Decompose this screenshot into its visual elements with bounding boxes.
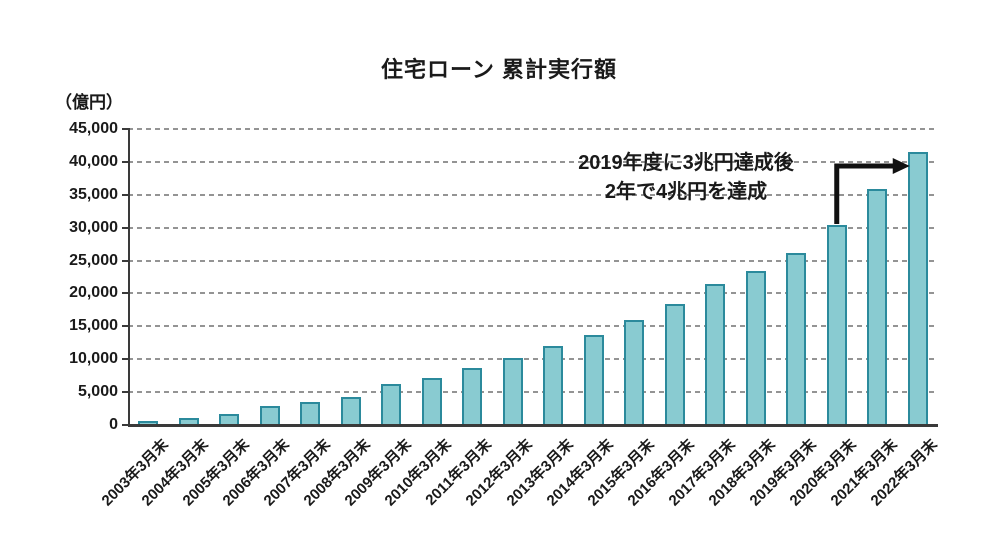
gridline	[128, 358, 938, 361]
y-tick-label: 40,000	[69, 152, 118, 170]
x-axis-line	[128, 424, 938, 427]
y-tick-mark	[122, 424, 128, 426]
gridline	[128, 259, 938, 262]
bar	[907, 152, 928, 425]
y-tick-mark	[122, 391, 128, 394]
bar	[664, 303, 685, 425]
gridline	[128, 325, 938, 328]
annotation-line-1: 2019年度に3兆円達成後	[578, 152, 794, 174]
gridline	[128, 226, 938, 229]
y-tick-mark	[122, 193, 128, 196]
bar	[745, 271, 766, 425]
bar	[583, 334, 604, 425]
bar	[543, 346, 564, 425]
bar	[786, 252, 807, 425]
bar	[624, 319, 645, 425]
chart-title: 住宅ローン 累計実行額	[380, 57, 617, 82]
y-tick-label: 35,000	[69, 185, 118, 203]
y-tick-label: 0	[109, 416, 118, 433]
y-tick-label: 20,000	[69, 284, 118, 302]
gridline	[128, 193, 938, 196]
bar	[138, 421, 159, 425]
gridline	[128, 292, 938, 295]
y-tick-mark	[122, 226, 128, 229]
annotation-text: 2019年度に3兆円達成後 2年で4兆円を達成	[536, 149, 836, 207]
y-tick-mark	[122, 259, 128, 262]
y-axis-line	[128, 128, 130, 426]
y-tick-mark	[122, 325, 128, 328]
bar	[705, 283, 726, 425]
bar	[421, 378, 442, 425]
bar	[259, 405, 280, 425]
y-axis-unit-label: （億円）	[55, 93, 123, 112]
y-tick-label: 25,000	[69, 251, 118, 269]
y-tick-label: 10,000	[69, 350, 118, 368]
bar	[178, 418, 199, 425]
bar	[462, 368, 483, 425]
annotation-line-2: 2年で4兆円を達成	[604, 181, 768, 203]
bar	[826, 225, 847, 425]
y-tick-label: 5,000	[77, 383, 118, 401]
bar	[502, 357, 523, 425]
y-tick-mark	[122, 292, 128, 295]
gridline	[128, 391, 938, 394]
gridline	[128, 160, 938, 163]
bar	[867, 188, 888, 425]
plot-area	[128, 128, 938, 425]
gridline	[128, 128, 938, 130]
bar	[300, 401, 321, 425]
y-tick-label: 30,000	[69, 218, 118, 236]
y-tick-label: 15,000	[69, 317, 118, 335]
y-tick-label: 45,000	[69, 120, 118, 137]
y-tick-mark	[122, 160, 128, 163]
y-tick-mark	[122, 358, 128, 361]
bar	[219, 413, 240, 425]
bar	[340, 396, 361, 425]
bar	[381, 384, 402, 425]
y-tick-mark	[122, 128, 128, 130]
